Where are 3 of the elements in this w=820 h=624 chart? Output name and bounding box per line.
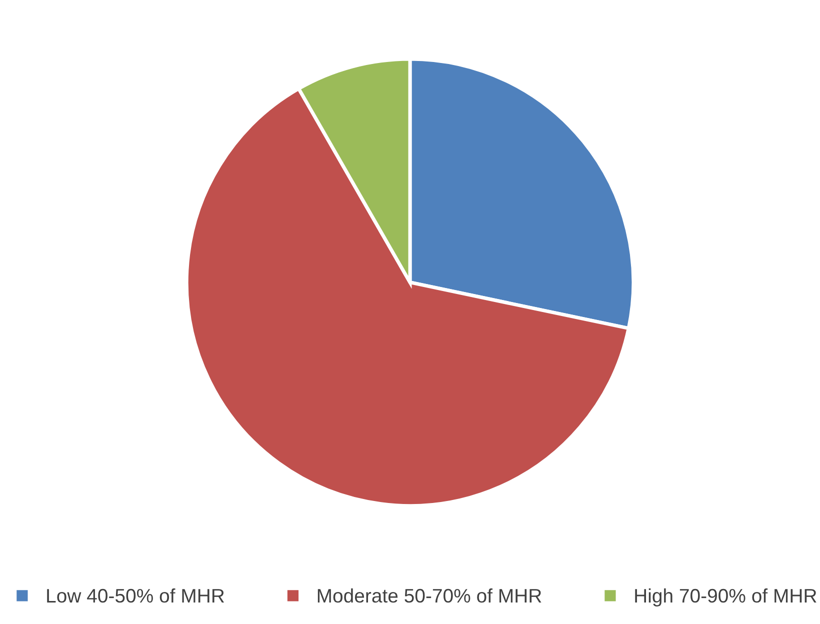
legend-label: Moderate 50-70% of MHR [318, 588, 542, 603]
legend-label: High 70-90% of MHR [635, 588, 816, 606]
legend-label: Low 40-50% of MHR [47, 588, 224, 603]
